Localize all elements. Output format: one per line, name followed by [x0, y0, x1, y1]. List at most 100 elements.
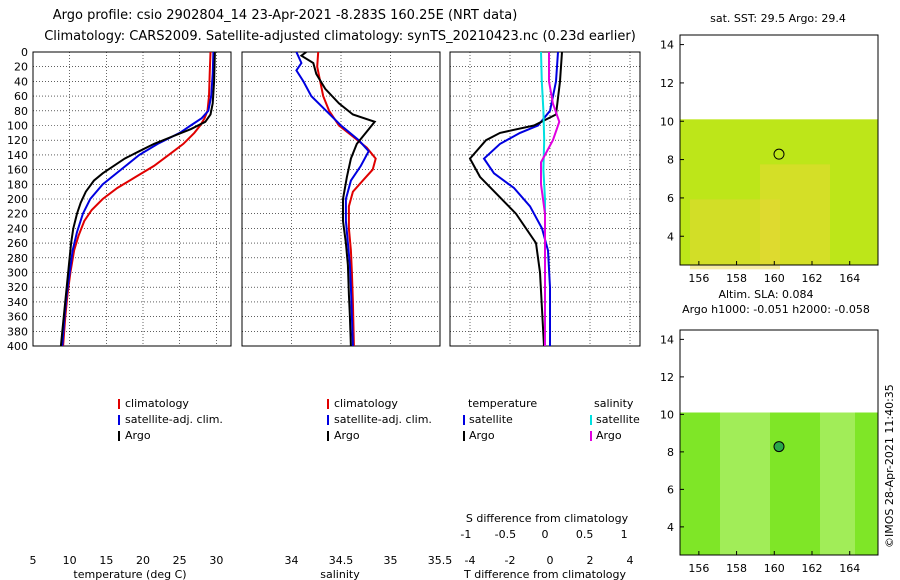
x-tick-label: 34.5	[329, 554, 354, 567]
map-frame	[679, 329, 879, 556]
x-tick-label: 2	[587, 554, 594, 567]
sla-map-subtitle: Argo h1000: -0.051 h2000: -0.058	[682, 303, 870, 316]
map-x-tick-label: 160	[764, 272, 785, 285]
depth-tick-label: 60	[14, 90, 28, 103]
map-x-tick-label: 156	[688, 562, 709, 575]
title-line-2: Climatology: CARS2009. Satellite-adjuste…	[44, 29, 636, 44]
map-warm-patch	[690, 199, 780, 270]
map-y-tick-label: 4	[667, 521, 674, 534]
map-y-tick-label: 10	[660, 115, 674, 128]
x-tick-label: 25	[173, 554, 187, 567]
map-y-tick-label: 14	[660, 39, 674, 52]
difference-legend: temperature satellite Argo salinity sate…	[463, 397, 640, 442]
map-high-sla-band	[820, 412, 855, 555]
map-x-tick-label: 162	[802, 562, 823, 575]
temperature-chart: 5 10 15 20 25 30	[30, 52, 231, 567]
map-x-tick-label: 158	[726, 562, 747, 575]
series-line-climatology	[316, 52, 377, 346]
legend-s-argo: Argo	[596, 429, 622, 442]
map-x-tick-label: 158	[726, 272, 747, 285]
depth-tick-label: 180	[7, 178, 28, 191]
map-x-tick-label: 160	[764, 562, 785, 575]
map-y-tick-label: 10	[660, 408, 674, 421]
salinity-chart: 34 34.5 35 35.5	[242, 52, 452, 567]
depth-tick-label: 260	[7, 237, 28, 250]
map-x-tick-label: 164	[839, 272, 860, 285]
map-y-tick-label: 12	[660, 371, 674, 384]
map-y-tick-label: 14	[660, 333, 674, 346]
salinity-legend: climatology satellite-adj. clim. Argo	[327, 397, 432, 442]
salinity-xlabel: salinity	[320, 568, 360, 580]
x-tick-label: -2	[505, 554, 516, 567]
depth-tick-label: 20	[14, 61, 28, 74]
depth-tick-label: 300	[7, 267, 28, 280]
x-tick-label: 35.5	[428, 554, 453, 567]
difference-xlabel: T difference from climatology	[463, 568, 626, 580]
x-top-tick-label: -0.5	[495, 528, 516, 541]
depth-tick-label: 240	[7, 222, 28, 235]
map-warm-patch	[760, 164, 830, 265]
temperature-xlabel: temperature (deg C)	[73, 568, 186, 580]
map-high-sla-band	[720, 412, 770, 555]
map-y-tick-label: 6	[667, 192, 674, 205]
x-tick-label: 15	[99, 554, 113, 567]
series-line-satellite-adj-clim-	[295, 52, 370, 346]
legend-s-satellite: satellite	[596, 413, 640, 426]
x-tick-label: 30	[209, 554, 223, 567]
x-tick-label: 20	[136, 554, 150, 567]
map-x-tick-label: 156	[688, 272, 709, 285]
map-x-tick-label: 162	[802, 272, 823, 285]
depth-tick-label: 160	[7, 164, 28, 177]
legend-temperature-title: temperature	[468, 397, 537, 410]
legend-t-argo: Argo	[469, 429, 495, 442]
series-line-argo	[59, 52, 216, 346]
depth-tick-label: 320	[7, 281, 28, 294]
series-line-temperature-satellite	[482, 52, 559, 346]
x-tick-label: 0	[547, 554, 554, 567]
legend-salinity-title: salinity	[594, 397, 634, 410]
x-tick-label: -4	[465, 554, 476, 567]
map-y-tick-label: 8	[667, 154, 674, 167]
series-line-argo	[299, 52, 377, 346]
temperature-legend: climatology satellite-adj. clim. Argo	[118, 397, 223, 442]
series-line-temperature-argo	[468, 52, 563, 346]
argo-location-marker	[773, 148, 785, 160]
x-tick-label: 4	[627, 554, 634, 567]
depth-tick-label: 40	[14, 75, 28, 88]
map-y-tick-label: 6	[667, 483, 674, 496]
map-x-tick-label: 164	[839, 562, 860, 575]
depth-tick-label: 0	[21, 46, 28, 59]
map-frame	[679, 34, 879, 266]
sla-map: 156 158 160 162 164 4 6 8 10 12 14	[660, 329, 879, 575]
imos-timestamp: ©IMOS 28-Apr-2021 11:40:35	[883, 384, 896, 548]
sst-map: 156 158 160 162 164 4 6 8 10 12 14	[660, 34, 879, 285]
depth-tick-label: 200	[7, 193, 28, 206]
legend-climatology: climatology	[334, 397, 398, 410]
depth-tick-label: 280	[7, 252, 28, 265]
depth-tick-label: 140	[7, 149, 28, 162]
series-group	[59, 52, 216, 346]
sst-map-title: sat. SST: 29.5 Argo: 29.4	[710, 12, 846, 25]
argo-location-marker	[773, 441, 785, 453]
legend-argo: Argo	[334, 429, 360, 442]
depth-tick-label: 400	[7, 340, 28, 353]
series-line-salinity-satellite	[540, 52, 546, 346]
series-line-satellite-adj-clim-	[61, 52, 215, 346]
x-tick-label: 35	[384, 554, 398, 567]
map-y-tick-label: 12	[660, 77, 674, 90]
series-group	[295, 52, 377, 346]
x-tick-label: 10	[63, 554, 77, 567]
depth-tick-label: 340	[7, 296, 28, 309]
legend-satellite-adj: satellite-adj. clim.	[334, 413, 432, 426]
map-y-tick-label: 8	[667, 446, 674, 459]
title-line-1: Argo profile: csio 2902804_14 23-Apr-202…	[53, 8, 518, 23]
legend-argo: Argo	[125, 429, 151, 442]
depth-tick-label: 120	[7, 134, 28, 147]
legend-t-satellite: satellite	[469, 413, 513, 426]
sla-map-title: Altim. SLA: 0.084	[718, 288, 813, 301]
series-group	[468, 52, 563, 346]
x-top-tick-label: -1	[460, 528, 471, 541]
depth-tick-label: 80	[14, 105, 28, 118]
x-tick-label: 5	[30, 554, 37, 567]
